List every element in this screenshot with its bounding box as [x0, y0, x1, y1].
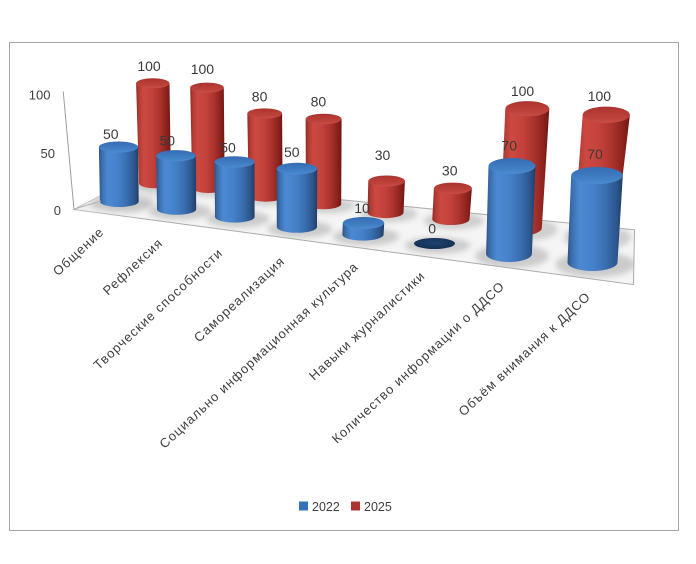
svg-text:50: 50 [103, 126, 119, 142]
svg-text:50: 50 [160, 132, 176, 148]
svg-text:100: 100 [137, 58, 161, 74]
svg-text:80: 80 [311, 93, 327, 109]
svg-text:50: 50 [284, 144, 300, 160]
svg-text:100: 100 [588, 88, 612, 104]
svg-text:30: 30 [375, 147, 391, 163]
svg-text:70: 70 [501, 138, 517, 154]
svg-text:50: 50 [220, 140, 236, 156]
svg-text:30: 30 [442, 162, 458, 178]
svg-text:50: 50 [41, 146, 55, 161]
svg-text:70: 70 [587, 146, 603, 162]
svg-text:0: 0 [428, 221, 436, 237]
svg-text:10: 10 [354, 200, 370, 216]
svg-text:2025: 2025 [364, 500, 392, 514]
svg-text:2022: 2022 [312, 500, 340, 514]
svg-text:100: 100 [29, 87, 51, 102]
svg-text:100: 100 [511, 83, 535, 99]
svg-text:100: 100 [191, 61, 215, 77]
svg-text:0: 0 [54, 203, 61, 218]
svg-text:80: 80 [252, 88, 268, 104]
